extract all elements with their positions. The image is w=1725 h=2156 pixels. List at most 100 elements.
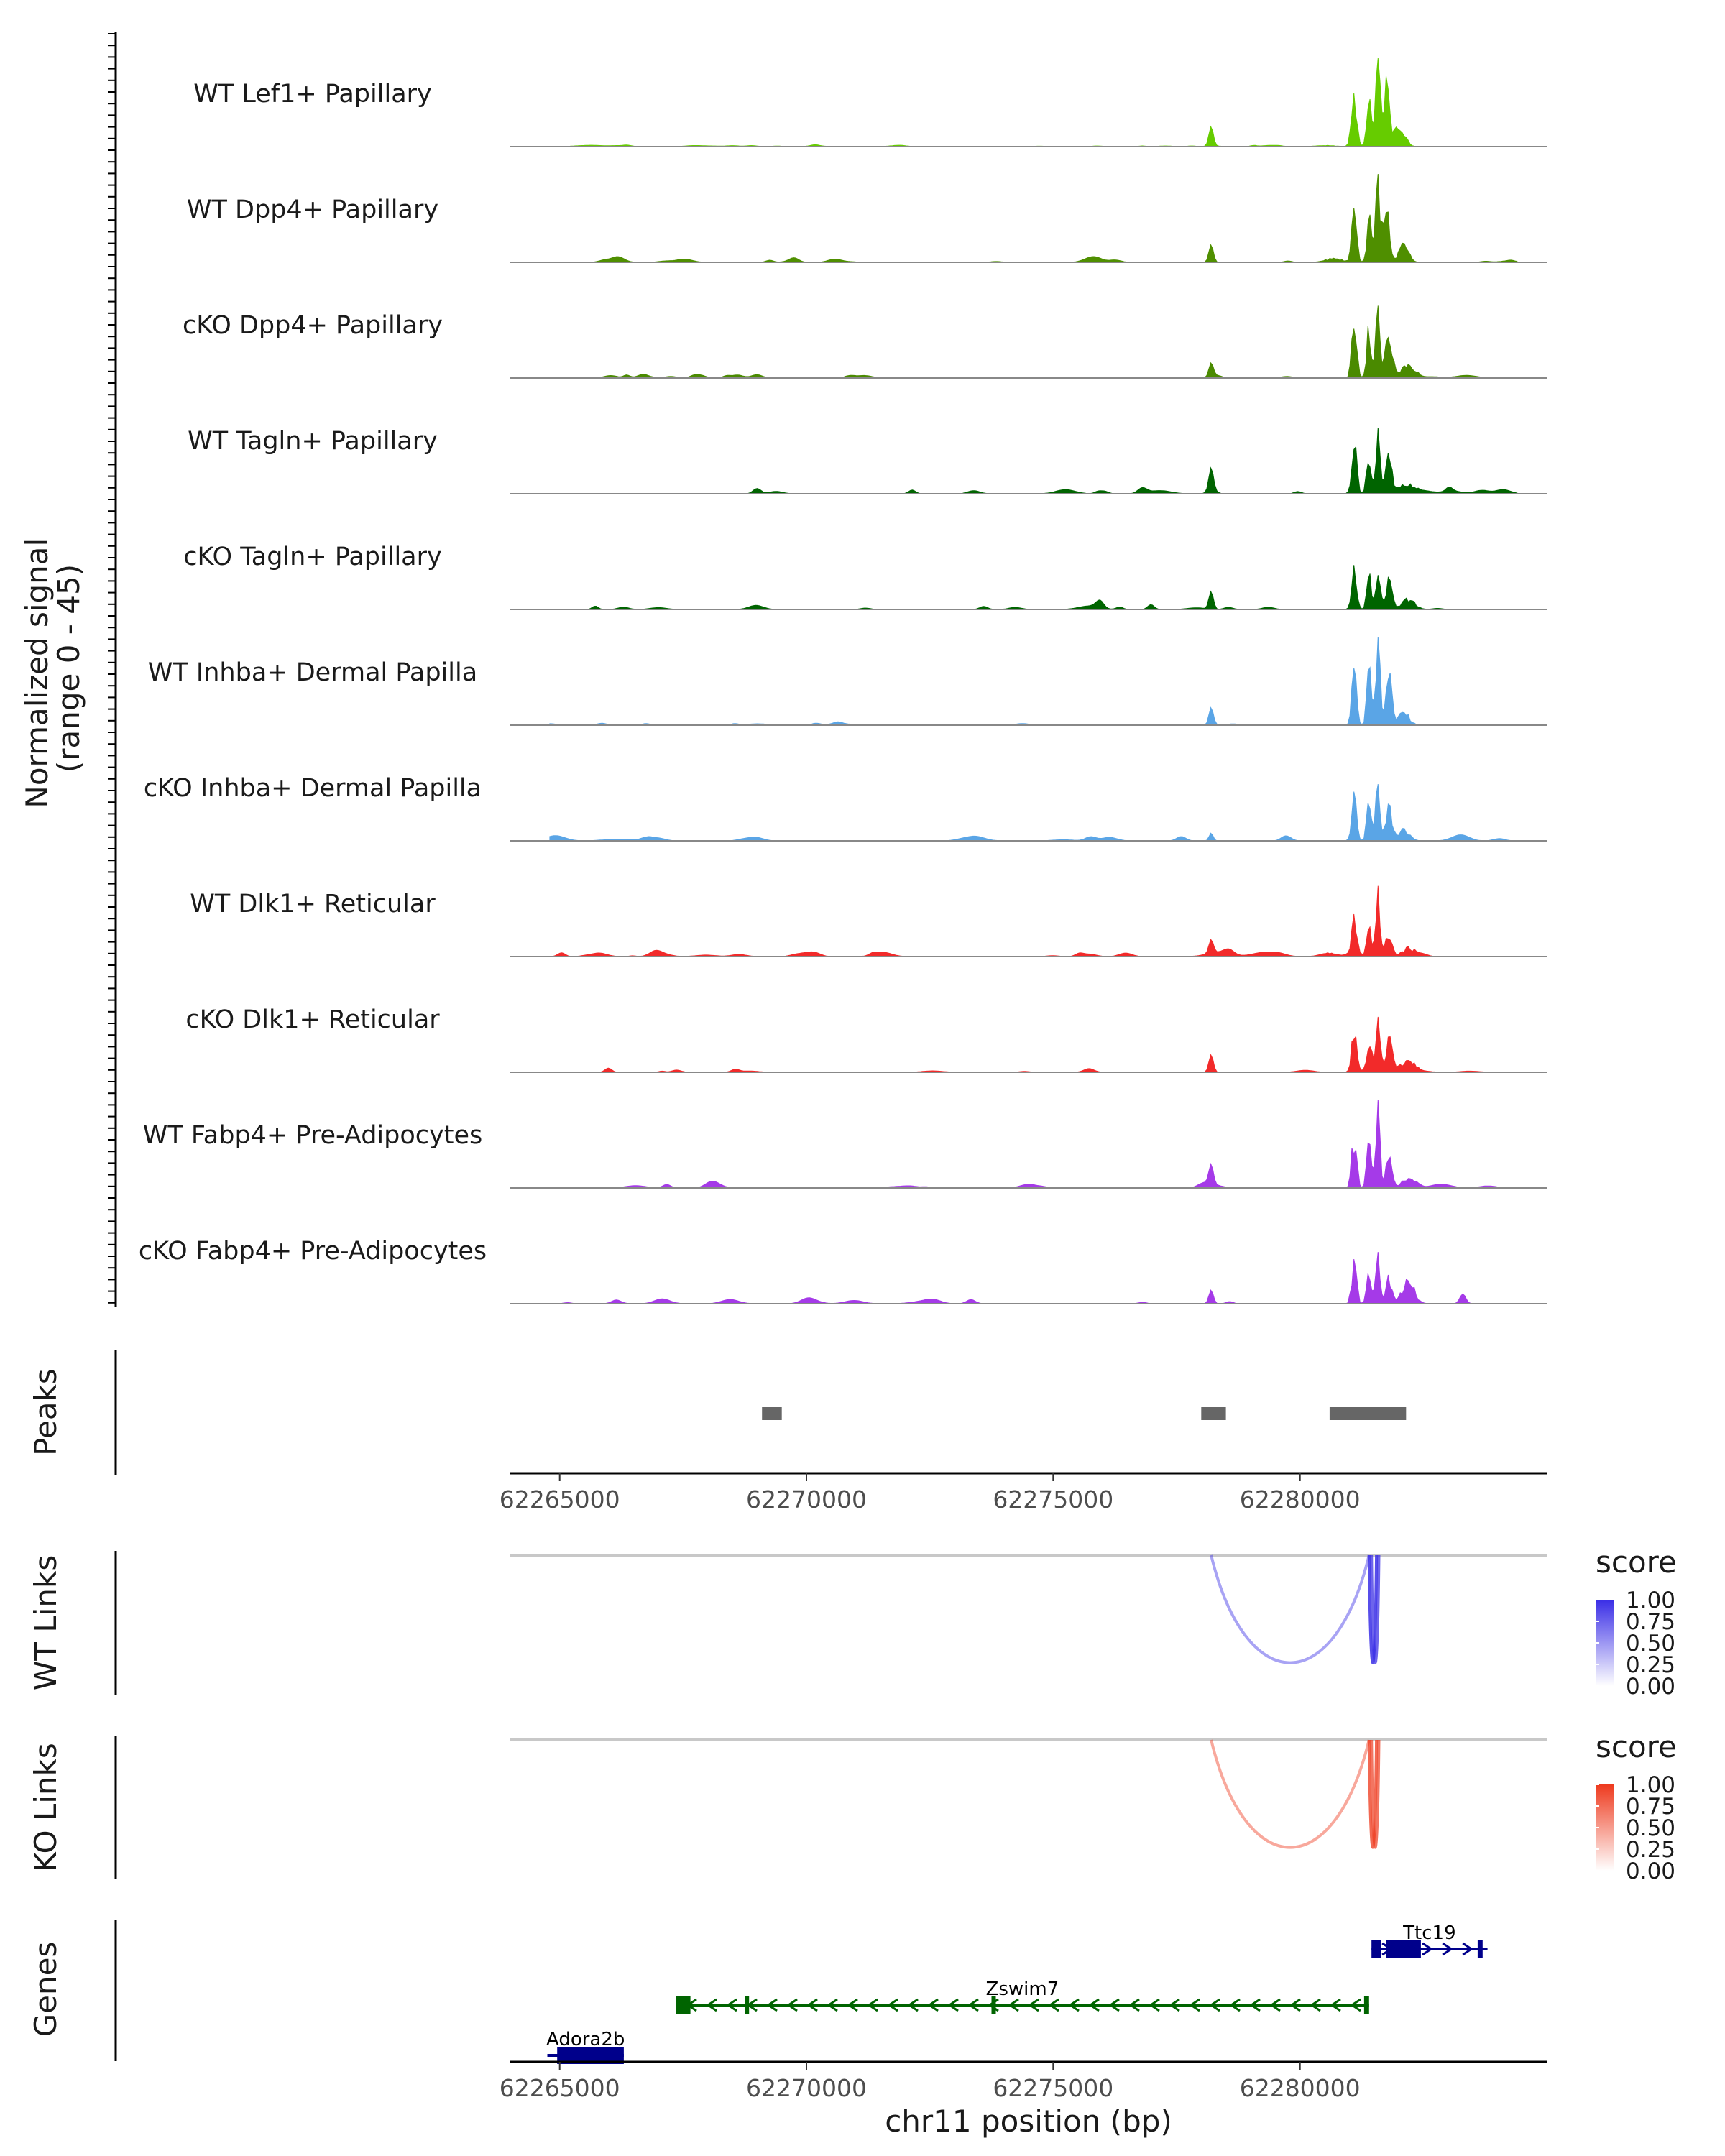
coverage-track: WT Dlk1+ Reticular xyxy=(190,885,1547,957)
coverage-track-label: cKO Fabp4+ Pre-Adipocytes xyxy=(139,1237,487,1266)
gene-strand-chevron xyxy=(1422,1942,1433,1956)
gene-strand-chevron xyxy=(1088,1998,1100,2012)
link-arc xyxy=(1210,1739,1371,1849)
coverage-track: WT Inhba+ Dermal Papilla xyxy=(148,636,1547,726)
genes-track-label: Genes xyxy=(28,1942,63,2037)
links-legend-tick-label: 0.25 xyxy=(1626,1652,1675,1678)
x-axis-tick-label: 62270000 xyxy=(746,2074,867,2102)
links-legend-tick-label: 0.50 xyxy=(1626,1631,1675,1657)
coverage-track-label: cKO Dpp4+ Papillary xyxy=(183,311,443,340)
link-arc xyxy=(1370,1554,1381,1664)
gene-strand-chevron xyxy=(706,1998,717,2012)
x-axis-tick-label: 62280000 xyxy=(1240,2074,1361,2102)
gene-strand-chevron xyxy=(1350,1998,1361,2012)
gene-name-label: Adora2b xyxy=(546,2029,625,2050)
link-arc xyxy=(1367,1554,1379,1664)
gene-strand-chevron xyxy=(1048,1998,1059,2012)
links-legend-tick-label: 1.00 xyxy=(1626,1772,1675,1798)
gene-exon xyxy=(1371,1940,1381,1958)
coverage-track: cKO Inhba+ Dermal Papilla xyxy=(144,774,1547,842)
gene-strand-chevron xyxy=(1330,1998,1341,2012)
coverage-area xyxy=(549,57,1517,147)
coverage-track-label: WT Fabp4+ Pre-Adipocytes xyxy=(143,1121,482,1150)
x-axis-tick-label: 62280000 xyxy=(1240,1485,1361,1514)
gene-strand-chevron xyxy=(1442,1942,1453,1956)
gene-exon xyxy=(1477,1940,1483,1958)
gene-strand-chevron xyxy=(786,1998,798,2012)
coverage-track: cKO Dlk1+ Reticular xyxy=(185,1005,1547,1073)
coverage-track: WT Dpp4+ Papillary xyxy=(187,173,1547,263)
gene-strand-chevron xyxy=(806,1998,818,2012)
link-arc xyxy=(1210,1554,1371,1664)
coverage-track: cKO Tagln+ Papillary xyxy=(183,543,1547,610)
gene-models: Ttc19 Zswim7 Adora2b xyxy=(546,1922,1488,2064)
gene-strand-chevron xyxy=(1229,1998,1241,2012)
gene-strand-chevron xyxy=(1269,1998,1281,2012)
links-legend-tick-label: 1.00 xyxy=(1626,1588,1675,1613)
links-legend-title: score xyxy=(1596,1729,1677,1764)
x-axis-tick-label: 62265000 xyxy=(500,2074,620,2102)
links-track-label: KO Links xyxy=(28,1743,63,1872)
peak-interval xyxy=(762,1407,782,1420)
links-legend-tick-label: 0.00 xyxy=(1626,1674,1675,1700)
coverage-area xyxy=(549,1016,1517,1073)
coverage-area xyxy=(549,565,1517,610)
gene-strand-chevron xyxy=(907,1998,919,2012)
gene-exon xyxy=(745,1996,750,2014)
coverage-track-label: cKO Dlk1+ Reticular xyxy=(185,1005,440,1034)
coverage-track: cKO Fabp4+ Pre-Adipocytes xyxy=(139,1237,1547,1304)
x-axis-ticks-bottom: 62265000 62270000 62275000 62280000 xyxy=(500,2062,1361,2102)
gene-name-label: Zswim7 xyxy=(986,1978,1059,2000)
links-legend-title: score xyxy=(1596,1544,1677,1580)
gene-strand-chevron xyxy=(1289,1998,1301,2012)
gene-strand-chevron xyxy=(1462,1942,1473,1956)
links-legend-tick-label: 0.00 xyxy=(1626,1858,1675,1884)
gene-strand-chevron xyxy=(1028,1998,1039,2012)
gene-model: Zswim7 xyxy=(676,1978,1369,2014)
gene-strand-chevron xyxy=(1068,1998,1080,2012)
coverage-y-label-line2: (range 0 - 45) xyxy=(51,564,86,773)
peak-intervals xyxy=(762,1407,1407,1420)
links-track-label: WT Links xyxy=(28,1555,63,1690)
gene-strand-chevron xyxy=(847,1998,858,2012)
peaks-track-label: Peaks xyxy=(28,1368,63,1456)
gene-model: Ttc19 xyxy=(1371,1922,1488,1958)
link-arc xyxy=(1370,1739,1381,1849)
gene-strand-chevron xyxy=(1108,1998,1120,2012)
gene-strand-chevron xyxy=(947,1998,959,2012)
coverage-track-label: WT Inhba+ Dermal Papilla xyxy=(148,658,477,687)
gene-strand-chevron xyxy=(1149,1998,1160,2012)
coverage-area xyxy=(549,1252,1517,1304)
gene-strand-chevron xyxy=(766,1998,778,2012)
links-legend-tick-label: 0.75 xyxy=(1626,1794,1675,1820)
coverage-area xyxy=(549,885,1517,957)
gene-exon xyxy=(991,1996,996,2014)
gene-strand-chevron xyxy=(1249,1998,1261,2012)
gene-exon xyxy=(676,1996,691,2014)
genes-panel: Genes Ttc19 Zswim7 Adora2b 62265000 6227000… xyxy=(28,1920,1547,2139)
coverage-track-label: WT Dpp4+ Papillary xyxy=(187,195,438,224)
gene-strand-chevron xyxy=(1008,1998,1019,2012)
coverage-area xyxy=(549,1099,1517,1189)
x-axis-tick-label: 62275000 xyxy=(993,1485,1113,1514)
link-arc xyxy=(1367,1739,1379,1849)
coverage-area xyxy=(549,305,1517,379)
coverage-area xyxy=(549,173,1518,263)
x-axis-tick-label: 62275000 xyxy=(993,2074,1113,2102)
coverage-area xyxy=(549,784,1517,842)
gene-strand-chevron xyxy=(887,1998,898,2012)
x-axis-tick-label: 62265000 xyxy=(500,1485,620,1514)
coverage-track-label: cKO Inhba+ Dermal Papilla xyxy=(144,774,482,803)
gene-strand-chevron xyxy=(1169,1998,1180,2012)
gene-name-label: Ttc19 xyxy=(1402,1922,1455,1944)
coverage-track: cKO Dpp4+ Papillary xyxy=(183,305,1547,379)
coverage-y-ticks xyxy=(108,33,116,1304)
x-axis-ticks-top: 62265000 62270000 62275000 62280000 xyxy=(500,1473,1361,1514)
coverage-y-label: Normalized signal (range 0 - 45) xyxy=(19,528,86,808)
gene-strand-chevron xyxy=(827,1998,838,2012)
gene-strand-chevron xyxy=(967,1998,979,2012)
coverage-panel: WT Lef1+ Papillary WT Dpp4+ Papillary cKO … xyxy=(19,32,1547,1307)
coverage-area xyxy=(549,636,1517,726)
